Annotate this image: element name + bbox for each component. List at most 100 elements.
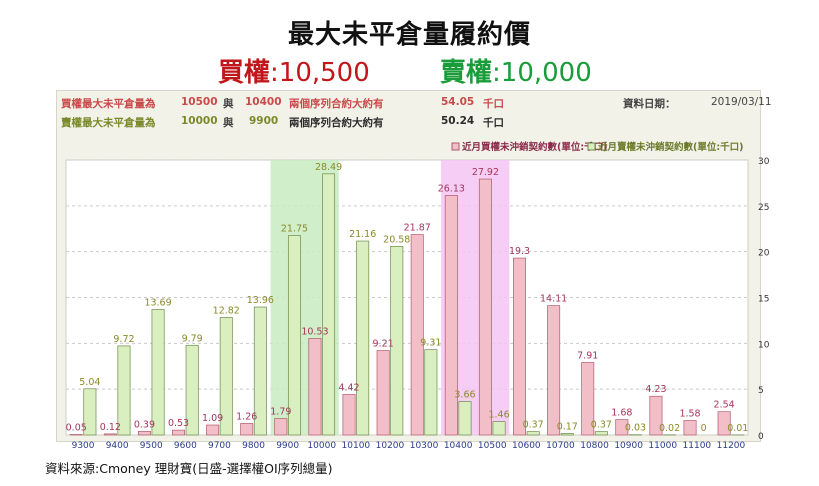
put-bar [356,240,370,436]
put-info-label: 賣權最大未平倉量為 [61,117,156,129]
call-bar [683,420,697,436]
put-info-desc: 兩個序列合約大約有 [289,117,384,129]
call-value-label: 9.21 [373,339,394,350]
x-tick-label: 9400 [106,441,129,451]
call-value-label: 27.92 [472,167,499,178]
put-value-label: 0.02 [659,423,680,434]
put-value-label: 9.31 [420,338,441,349]
x-tick-label: 11200 [717,441,746,451]
put-label: 賣權 [440,58,493,88]
call-info-conj: 與 [223,98,234,110]
call-value-label: 0.12 [100,422,121,433]
put-value-label: 0.01 [727,423,748,434]
call-bar [376,350,390,436]
call-value-label: 26.13 [438,183,465,194]
call-value-label: 21.87 [404,223,431,234]
put-value-label: 0.37 [591,420,612,431]
x-tick-label: 10100 [342,441,371,451]
source-note: 資料來源:Cmoney 理財寶(日盛-選擇權OI序列總量) [45,461,333,476]
call-value-label: 1.26 [236,411,257,422]
call-value-label: 1.79 [270,407,291,418]
put-value-label: 13.96 [247,295,274,306]
put-info-unit: 千口 [483,117,504,129]
put-bar [560,433,574,436]
legend-put-label: 近月賣權未沖銷契約數(單位:千口) [598,141,743,153]
put-value-label: 0.37 [523,420,544,431]
put-value-label: 0.17 [557,421,578,432]
put-value-label: 21.16 [349,229,376,240]
put-bar [458,401,472,436]
legend-put-swatch [587,142,596,151]
call-value-label: 10.53 [301,326,328,337]
call-value-label: 19.3 [509,246,530,257]
put-value-label: 1.46 [488,410,509,421]
put-value-label: 0.03 [625,423,646,434]
put-bar [492,421,506,436]
y-tick-label: 25 [758,203,769,213]
y-tick-label: 0 [758,432,764,442]
plot-area [65,159,749,436]
legend-call-label: 近月買權未沖銷契約數(單位:千口) [462,141,607,153]
put-bar [424,349,438,436]
y-tick-label: 15 [758,295,769,305]
call-value-label: 4.42 [338,382,359,393]
call-bar [615,419,629,436]
call-bar [172,429,186,436]
put-info-amount: 50.24 [441,115,475,127]
call-bar [444,195,458,436]
chart-title: 最大未平倉量履約價 [287,20,531,50]
call-bar [308,338,322,436]
call-info-label: 買權最大未平倉量為 [61,98,156,110]
put-bar [526,431,540,436]
call-value-label: 4.23 [645,384,666,395]
put-bar [219,317,233,436]
put-value-label: 9.72 [113,334,134,345]
put-info-strike2: 9900 [249,115,279,127]
put-value-label: 21.75 [281,224,308,235]
call-bar [513,257,527,436]
call-value-label: 2.54 [714,400,735,411]
call-bar [478,178,492,436]
x-tick-label: 9900 [276,441,299,451]
x-tick-label: 9800 [242,441,265,451]
x-tick-label: 10700 [546,441,575,451]
put-value-label: 0 [701,423,707,434]
x-tick-label: 10600 [512,441,541,451]
put-bar [322,173,336,436]
put-bar [151,309,165,436]
call-value-label: 14.11 [540,294,567,305]
call-value: :10,500 [270,58,370,88]
x-tick-label: 11100 [683,441,712,451]
call-value-label: 0.39 [134,419,155,430]
put-max-strike: 賣權:10,000 [440,52,592,89]
put-value: :10,000 [492,58,592,88]
y-tick-label: 5 [758,386,764,396]
put-bar [83,388,97,436]
call-bar [137,431,151,436]
y-tick-label: 10 [758,340,770,350]
call-bar [274,418,288,436]
y-tick-label: 30 [758,157,770,167]
put-value-label: 12.82 [213,305,240,316]
call-bar [206,424,220,436]
call-info-strike1: 10500 [181,96,218,108]
put-value-label: 3.66 [454,389,475,400]
put-value-label: 20.58 [383,234,410,245]
call-bar [581,362,595,436]
put-bar [117,345,131,436]
put-bar [390,246,404,436]
put-bar [287,235,301,436]
call-value-label: 7.91 [577,350,598,361]
put-bar [594,431,608,436]
x-tick-label: 9600 [174,441,197,451]
call-bar [547,305,561,436]
call-value-label: 1.68 [611,408,632,419]
date-label: 資料日期： [623,98,676,110]
date-value: 2019/03/11 [711,96,772,108]
call-value-label: 1.09 [202,413,223,424]
y-tick-label: 20 [758,249,770,259]
x-tick-label: 9300 [72,441,95,451]
x-tick-label: 10500 [478,441,507,451]
x-tick-label: 10000 [307,441,336,451]
